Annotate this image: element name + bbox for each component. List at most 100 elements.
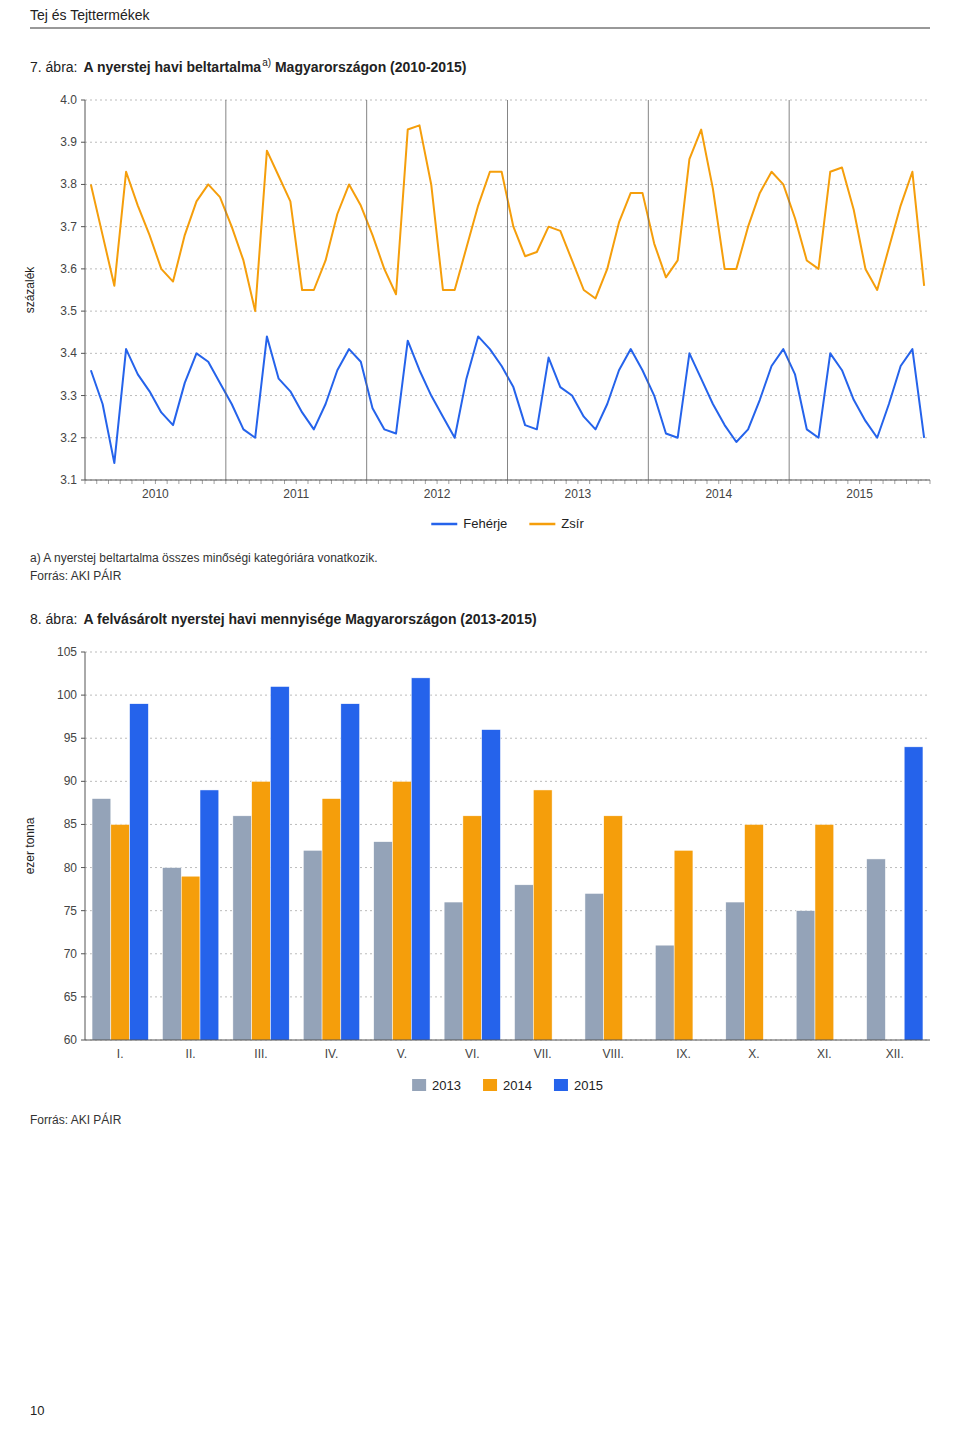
x-minor-tick [202,480,203,484]
bar [411,678,430,1040]
x-minor-tick [401,480,402,484]
x-minor-tick [167,480,168,484]
x-minor-tick [765,480,766,484]
bar [200,790,219,1040]
x-minor-tick [636,480,637,484]
x-minor-tick [354,480,355,484]
x-tick-label: IV. [325,1047,339,1061]
x-minor-tick [695,480,696,484]
x-minor-tick [742,480,743,484]
bar [270,686,289,1040]
legend: 2013 2014 2015 [412,1078,603,1093]
y-tick-label: 3.2 [60,431,77,445]
x-tick-label: I. [117,1047,124,1061]
y-tick-label: 75 [64,904,78,918]
bar [130,704,149,1040]
group-separator [507,100,508,480]
y-tick-label: 90 [64,774,78,788]
y-tick-label: 100 [57,688,77,702]
x-minor-tick [918,480,919,484]
x-minor-tick [601,480,602,484]
x-minor-tick [472,480,473,484]
bar [111,824,130,1040]
x-minor-tick [671,480,672,484]
x-tick-label: XI. [817,1047,832,1061]
bar [392,781,411,1040]
x-minor-tick [378,480,379,484]
bar [341,704,360,1040]
y-tick-label: 3.4 [60,346,77,360]
x-minor-tick [272,480,273,484]
bar [444,902,463,1040]
bar [585,893,604,1040]
legend-swatch [431,523,457,526]
legend-swatch [554,1079,568,1091]
grid-line [85,1040,930,1041]
annotation: Forrás: AKI PÁIR [30,568,122,583]
x-minor-tick [519,480,520,484]
x-minor-tick [730,480,731,484]
y-tick-label: 4.0 [60,93,77,107]
x-tick-label: IX. [676,1047,691,1061]
y-tick [81,652,85,653]
x-minor-tick [120,480,121,484]
y-tick [81,996,85,997]
bar [655,945,674,1040]
bar [303,850,322,1040]
x-minor-tick [660,480,661,484]
legend-item: 2015 [554,1078,603,1093]
y-tick [81,437,85,438]
x-group-label: 2015 [846,487,873,501]
legend-item: Zsír [529,516,584,531]
x-minor-tick [178,480,179,484]
grid-line [85,652,930,653]
chart: 8. ábra: A felvásárolt nyerstej havi menn… [23,611,930,1433]
x-tick-label: VII. [534,1047,552,1061]
y-tick-label: 80 [64,861,78,875]
figure-label: 8. ábra: [30,611,77,627]
x-minor-tick [190,480,191,484]
x-minor-tick [143,480,144,484]
y-tick [81,142,85,143]
x-tick-label: V. [397,1047,407,1061]
y-tick [81,353,85,354]
x-minor-tick [437,480,438,484]
legend-item: Fehérje [431,516,507,531]
page-number: 10 [30,1403,44,1418]
legend-label: 2013 [432,1078,461,1093]
bar [252,781,271,1040]
x-minor-tick [753,480,754,484]
x-minor-tick [296,480,297,484]
y-axis [85,652,86,1040]
y-tick [81,738,85,739]
x-tick-label: VI. [465,1047,480,1061]
bar [726,902,745,1040]
x-minor-tick [108,480,109,484]
header-rule [30,28,930,29]
y-tick-label: 3.7 [60,220,77,234]
bar [92,799,111,1040]
x-minor-tick [96,480,97,484]
title: A felvásárolt nyerstej havi mennyisége M… [83,611,536,627]
bar [904,747,923,1040]
y-tick [81,395,85,396]
plot-area [92,678,923,1040]
x-minor-tick [460,480,461,484]
x-tick-label: XII. [886,1047,904,1061]
bar [604,816,623,1040]
x-minor-tick [894,480,895,484]
page: Tej és Tejttermékek7. ábra:A nyerstej ha… [0,0,960,1433]
x-minor-tick [554,480,555,484]
title-continued: Magyarországon (2010-2015) [271,59,466,75]
x-minor-tick [718,480,719,484]
y-tick-label: 65 [64,990,78,1004]
x-minor-tick [824,480,825,484]
y-tick-label: 60 [64,1033,78,1047]
bar [815,824,834,1040]
x-minor-tick [237,480,238,484]
y-tick [81,268,85,269]
x-tick-label: VIII. [602,1047,623,1061]
x-minor-tick [366,480,367,484]
legend-label: 2014 [503,1078,532,1093]
bar [162,868,181,1040]
